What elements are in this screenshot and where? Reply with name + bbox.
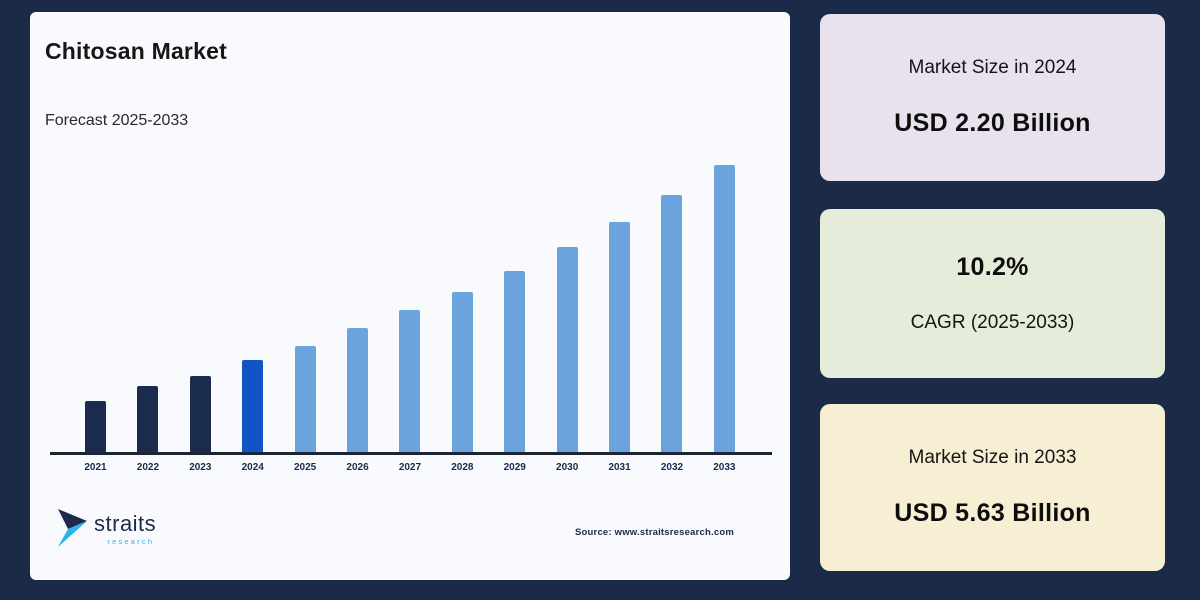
straits-logo-icon bbox=[58, 509, 87, 547]
card-value: 10.2% bbox=[956, 253, 1029, 281]
bar-2028 bbox=[451, 292, 473, 452]
x-tick-2030: 2030 bbox=[556, 462, 579, 473]
bar-2031 bbox=[609, 222, 631, 452]
chart-subtitle: Forecast 2025-2033 bbox=[45, 112, 189, 129]
logo-subtitle: research bbox=[107, 536, 155, 546]
x-tick-2023: 2023 bbox=[189, 462, 212, 473]
bar-2033 bbox=[713, 165, 735, 452]
card-value: USD 5.63 Billion bbox=[894, 499, 1091, 527]
x-tick-2029: 2029 bbox=[503, 462, 526, 473]
bar-2026 bbox=[347, 328, 369, 452]
bar-2022 bbox=[137, 386, 159, 452]
x-tick-2031: 2031 bbox=[608, 462, 631, 473]
card-label: CAGR (2025-2033) bbox=[910, 312, 1075, 333]
x-tick-2032: 2032 bbox=[660, 462, 684, 473]
card-market-size-2033: Market Size in 2033 USD 5.63 Billion bbox=[820, 404, 1165, 571]
straits-research-logo: straits research bbox=[56, 507, 156, 551]
x-tick-2026: 2026 bbox=[346, 462, 369, 473]
page-title: Chitosan Market bbox=[45, 38, 227, 64]
card-label: Market Size in 2033 bbox=[908, 447, 1077, 468]
logo-name: straits bbox=[94, 510, 157, 536]
bar-2029 bbox=[504, 271, 526, 452]
x-tick-2028: 2028 bbox=[451, 462, 474, 473]
bar-2024 bbox=[242, 360, 264, 452]
logo-text: straits research bbox=[94, 510, 157, 546]
card-market-size-2024: Market Size in 2024 USD 2.20 Billion bbox=[820, 14, 1165, 181]
card-label: Market Size in 2024 bbox=[908, 57, 1077, 78]
x-tick-2024: 2024 bbox=[241, 462, 264, 473]
bar-2021 bbox=[85, 401, 106, 452]
bar-2030 bbox=[556, 247, 578, 452]
card-value: USD 2.20 Billion bbox=[894, 109, 1091, 137]
x-tick-2027: 2027 bbox=[398, 462, 422, 473]
bar-chart bbox=[85, 152, 735, 452]
card-cagr: 10.2% CAGR (2025-2033) bbox=[820, 209, 1165, 378]
x-axis-labels: 2021 2022 2023 2024 2025 2026 2027 2028 2029 2030… bbox=[84, 462, 736, 473]
chart-panel: Chitosan Market Forecast 2025-2033 2021 2… bbox=[30, 12, 790, 580]
x-axis-line bbox=[50, 452, 772, 455]
x-tick-2021: 2021 bbox=[84, 462, 107, 473]
bar-2025 bbox=[294, 346, 316, 452]
bar-2023 bbox=[189, 376, 211, 452]
source-attribution: Source: www.straitsresearch.com bbox=[575, 527, 734, 538]
x-tick-2025: 2025 bbox=[294, 462, 317, 473]
bar-2032 bbox=[661, 195, 683, 452]
x-tick-2022: 2022 bbox=[136, 462, 160, 473]
bar-2027 bbox=[399, 310, 421, 452]
x-tick-2033: 2033 bbox=[713, 462, 736, 473]
